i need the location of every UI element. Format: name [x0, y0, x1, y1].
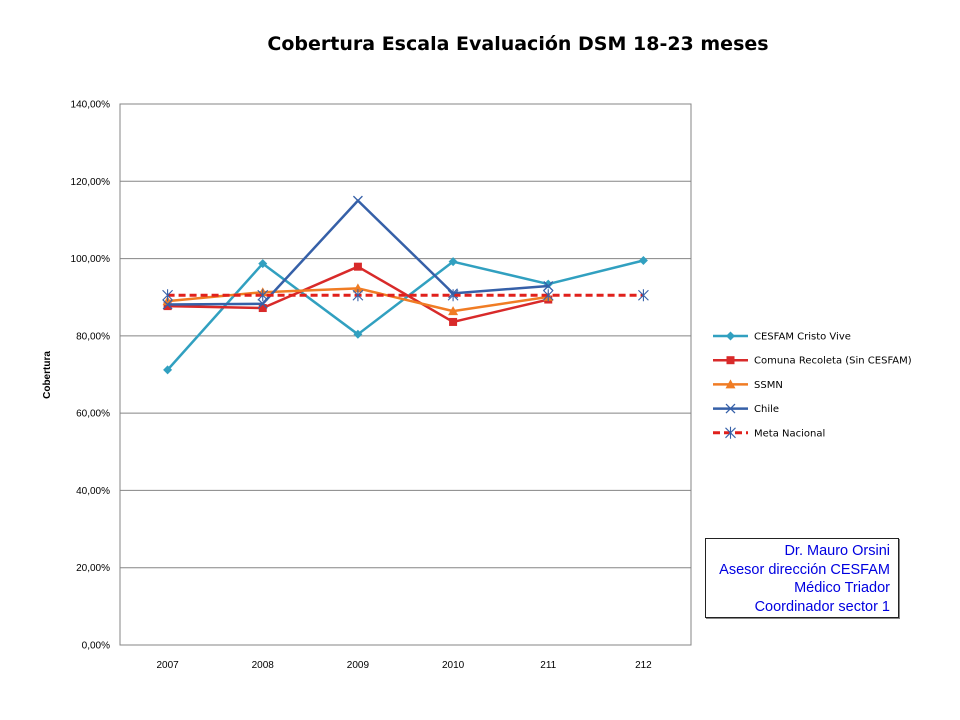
legend-label: SSMN: [754, 380, 783, 391]
legend-item: CESFAM Cristo Vive: [713, 331, 851, 343]
data-point: [163, 302, 172, 311]
y-tick-label: 120,00%: [71, 177, 111, 188]
y-tick-label: 60,00%: [76, 409, 110, 420]
signature-line-position: Médico Triador: [794, 580, 890, 596]
y-tick-label: 80,00%: [76, 331, 110, 342]
legend-item: SSMN: [713, 379, 783, 391]
data-point: [162, 299, 173, 310]
data-point: [258, 304, 267, 313]
legend-marker: [725, 403, 736, 414]
data-point: [448, 306, 459, 316]
legend-item: Meta Nacional: [713, 426, 825, 439]
y-tick-label: 20,00%: [76, 563, 110, 574]
legend-marker: [726, 356, 735, 365]
series-line: [166, 259, 644, 371]
data-point: [257, 289, 269, 302]
x-tick-label: 2010: [442, 660, 465, 671]
data-point: [353, 262, 362, 271]
legend-item: Comuna Recoleta (Sin CESFAM): [713, 356, 912, 367]
plot-area: [119, 103, 692, 646]
data-point: [447, 289, 459, 302]
legend-label: Meta Nacional: [754, 428, 825, 439]
signature-line-role: Asesor dirección CESFAM: [719, 561, 890, 578]
y-axis-label: Cobertura: [42, 351, 53, 399]
x-tick-label: 2009: [347, 660, 370, 671]
data-point: [542, 289, 554, 302]
data-point: [163, 365, 173, 375]
data-point: [352, 283, 363, 293]
y-tick-label: 0,00%: [82, 641, 110, 652]
x-tick-label: 211: [540, 660, 556, 671]
x-tick-label: 212: [635, 660, 652, 671]
legend-marker: [725, 426, 736, 439]
legend-label: Chile: [754, 404, 779, 415]
data-point: [258, 259, 268, 269]
legend-marker: [725, 379, 736, 389]
legend-label: Comuna Recoleta (Sin CESFAM): [754, 356, 912, 367]
y-tick-label: 40,00%: [76, 486, 110, 497]
signature-line-sector: Coordinador sector 1: [754, 598, 890, 615]
x-tick-label: 2008: [252, 660, 275, 671]
y-tick-label: 100,00%: [71, 254, 111, 265]
signature-box: Dr. Mauro Orsini Asesor dirección CESFAM…: [705, 538, 899, 618]
data-point: [638, 289, 649, 302]
data-point: [448, 257, 458, 267]
data-point: [449, 317, 458, 326]
x-tick-label: 2007: [156, 660, 179, 671]
legend-label: CESFAM Cristo Vive: [754, 332, 851, 343]
series-meta-nacional: [162, 289, 649, 302]
data-point: [257, 298, 268, 309]
data-point: [353, 329, 363, 339]
data-point: [352, 289, 364, 302]
legend-item: Chile: [713, 403, 779, 415]
data-point: [162, 289, 173, 302]
series-cesfam-cristo-vive: [163, 256, 648, 375]
chart-title: Cobertura Escala Evaluación DSM 18-23 me…: [267, 33, 768, 55]
signature-line-name: Dr. Mauro Orsini: [784, 543, 890, 559]
y-tick-label: 140,00%: [71, 100, 111, 111]
data-point: [638, 256, 648, 266]
data-point: [543, 281, 554, 291]
data-point: [352, 195, 363, 206]
legend-marker: [726, 331, 735, 341]
